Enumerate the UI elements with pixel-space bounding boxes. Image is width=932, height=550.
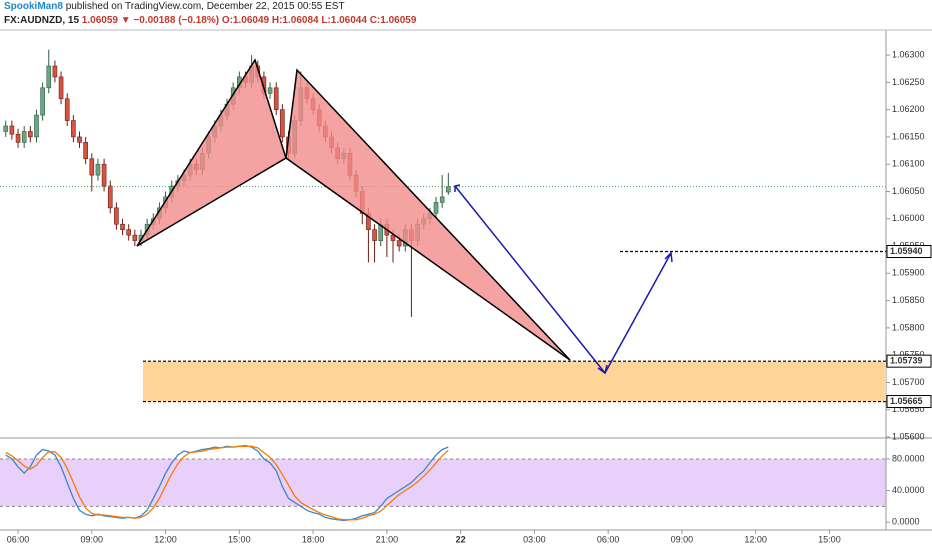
arrow-head	[454, 184, 461, 192]
y-tick-label: 1.05700	[892, 377, 925, 387]
x-tick-label: 09:00	[671, 534, 694, 544]
indicator-band	[0, 458, 886, 507]
candle-body	[396, 240, 402, 247]
indicator-line	[5, 444, 449, 522]
level-label-box	[886, 395, 932, 409]
background	[0, 29, 932, 534]
y-tick-label: 0.0000	[892, 516, 920, 526]
candle-body	[46, 65, 52, 89]
candle-body	[15, 133, 21, 143]
candle-body	[273, 87, 279, 110]
level-label-box	[886, 245, 932, 259]
candle-body	[280, 109, 285, 138]
candle-body	[95, 163, 101, 176]
candle-body	[446, 186, 451, 193]
candle-body	[107, 185, 113, 209]
drawings	[136, 58, 673, 375]
y-tick-label: 1.05650	[892, 404, 925, 414]
level-label: 1.05665	[890, 396, 923, 406]
y-tick-label: 1.05850	[892, 295, 925, 305]
candle-body	[89, 158, 95, 176]
x-tick-label: 18:00	[302, 534, 325, 544]
x-tick-label: 12:00	[744, 534, 767, 544]
y-tick-label: 1.06100	[892, 159, 925, 169]
ohlc: O:1.06049 H:1.06084 L:1.06044 C:1.06059	[221, 15, 417, 26]
candle-body	[372, 229, 377, 241]
level-label: 1.05739	[890, 356, 923, 366]
y-tick-label: 80.0000	[892, 453, 925, 463]
y-tick-label: 1.06200	[892, 104, 925, 114]
arrow-head	[597, 364, 608, 375]
candle-body	[83, 142, 88, 160]
candle-body	[34, 114, 39, 138]
x-tick-label: 22	[456, 534, 466, 544]
level-label-box	[886, 354, 932, 368]
level-label: 1.05940	[890, 246, 923, 256]
candle-body	[132, 234, 138, 241]
candle-body	[267, 87, 273, 94]
candle-body	[64, 98, 70, 121]
harmonic-leg	[285, 68, 571, 361]
header-line: FX:AUDNZD, 15 1.06059 ▼ −0.00188 (−0.18%…	[4, 14, 416, 28]
author[interactable]: SpookiMan8	[4, 1, 63, 12]
y-tick-label: 1.05600	[892, 431, 925, 441]
y-tick-label: 1.06050	[892, 186, 925, 196]
candle-body	[114, 207, 119, 225]
x-tick-label: 06:00	[7, 534, 30, 544]
demand-zone	[143, 361, 886, 402]
change: −0.00188 (−0.18%)	[133, 15, 220, 26]
candle-body	[439, 196, 445, 203]
candle-body	[126, 229, 131, 236]
candle-body	[71, 120, 76, 138]
candle-body	[120, 223, 125, 230]
y-tick-label: 40.0000	[892, 485, 925, 495]
x-tick-label: 12:00	[154, 534, 177, 544]
header: SpookiMan8 published on TradingView.com,…	[4, 0, 416, 28]
candle-body	[21, 131, 27, 143]
y-tick-label: 1.05750	[892, 350, 925, 360]
symbol: FX:AUDNZD, 15	[4, 15, 80, 26]
arrow: ▼	[120, 15, 131, 26]
y-tick-label: 1.06250	[892, 77, 925, 87]
x-tick-label: 15:00	[228, 534, 251, 544]
x-tick-label: 09:00	[81, 534, 104, 544]
x-tick-label: 03:00	[523, 534, 546, 544]
candle-body	[77, 136, 82, 143]
y-tick-label: 1.06150	[892, 131, 925, 141]
harmonic-leg	[136, 58, 287, 247]
candle-body	[390, 234, 396, 241]
price: 1.06059	[81, 15, 118, 26]
candle-body	[58, 76, 64, 100]
header-line: SpookiMan8 published on TradingView.com,…	[4, 0, 416, 14]
candle-body	[3, 125, 9, 132]
candle-body	[40, 87, 45, 116]
candle-body	[433, 202, 439, 214]
arrow-head	[664, 251, 673, 263]
y-tick-label: 1.06000	[892, 213, 925, 223]
y-tick-label: 1.06300	[892, 49, 925, 59]
candle-body	[101, 163, 107, 187]
x-tick-label: 15:00	[818, 534, 841, 544]
candle-body	[28, 131, 33, 138]
x-tick-label: 21:00	[376, 534, 399, 544]
published: published on TradingView.com, December 2…	[65, 1, 345, 12]
candle-body	[52, 65, 58, 78]
candle-body	[9, 125, 15, 135]
indicator-line	[5, 445, 449, 521]
y-tick-label: 1.05900	[892, 268, 925, 278]
x-tick-label: 06:00	[597, 534, 620, 544]
y-tick-label: 1.05800	[892, 322, 925, 332]
